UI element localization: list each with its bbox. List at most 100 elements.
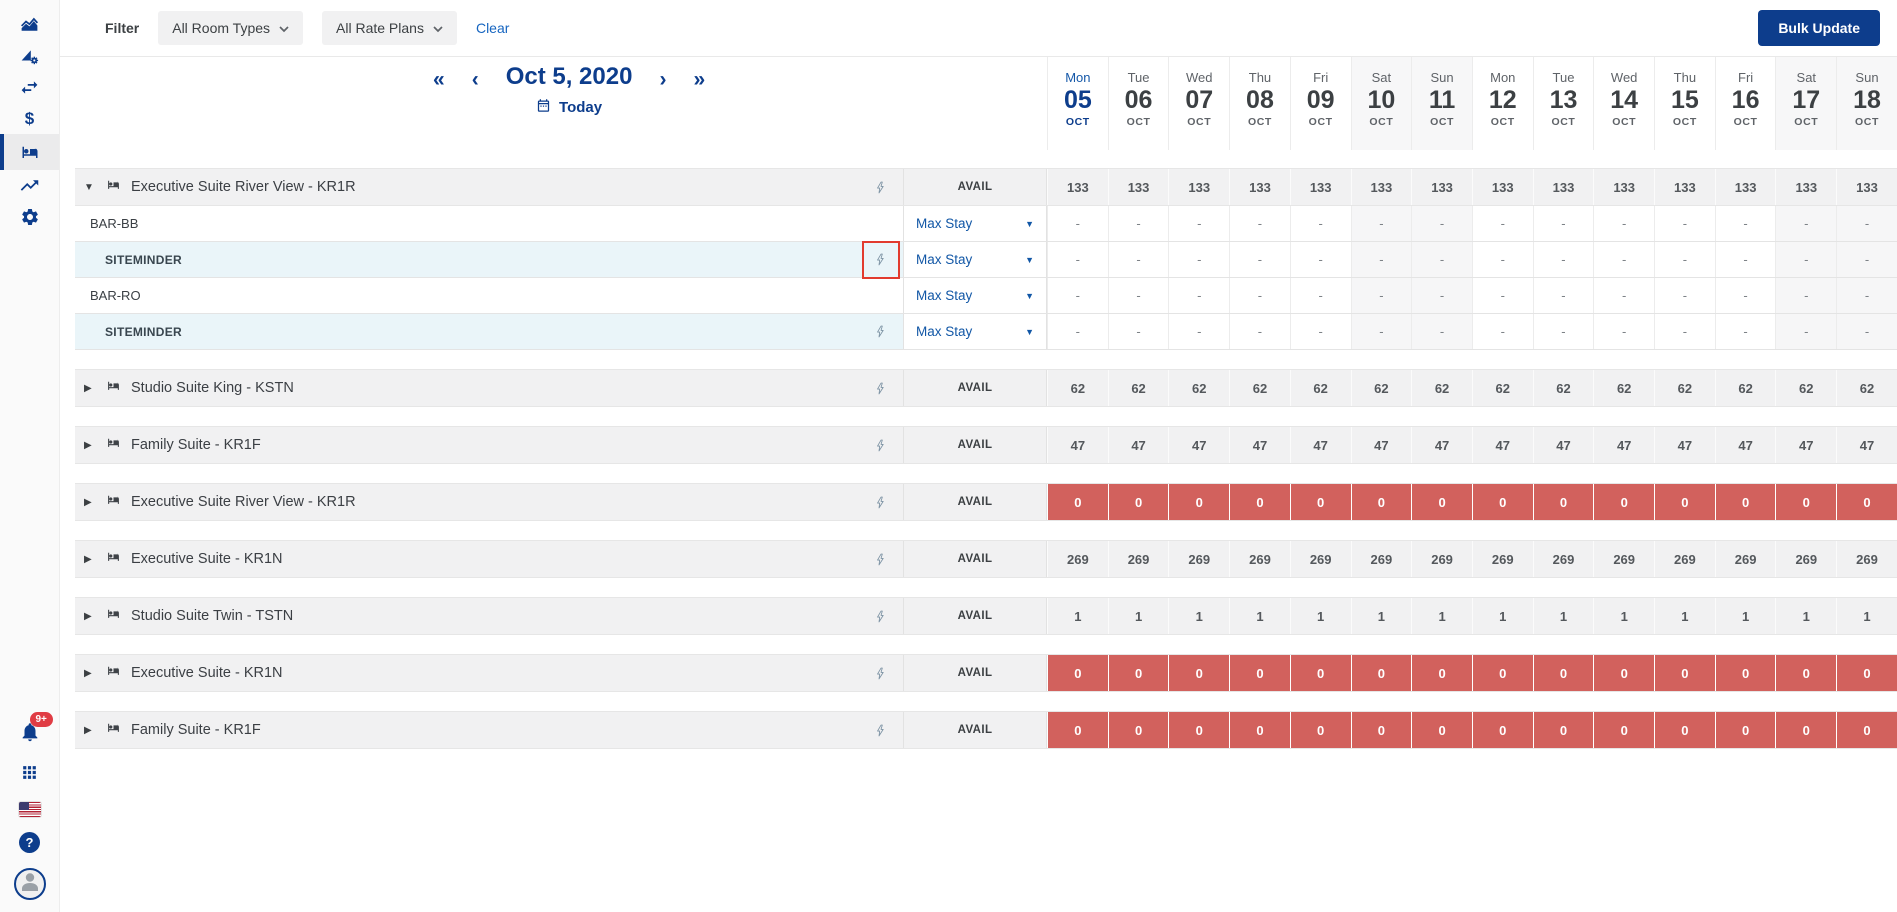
restriction-cell[interactable]: - (1654, 278, 1715, 313)
restriction-cell[interactable]: - (1168, 242, 1229, 277)
availability-cell[interactable]: 1 (1836, 598, 1897, 634)
expand-caret-icon[interactable]: ▶ (84, 439, 92, 451)
availability-cell[interactable]: 0 (1654, 712, 1715, 748)
availability-cell[interactable]: 0 (1471, 712, 1533, 748)
rate-plan-row[interactable]: BAR-RO Max Stay ▼ - - - - - - - - - - - - - - (75, 278, 1897, 314)
availability-cell[interactable]: 1 (1471, 598, 1533, 634)
availability-cell[interactable]: 62 (1593, 370, 1654, 406)
availability-cell[interactable]: 0 (1654, 655, 1715, 691)
availability-cell[interactable]: 47 (1836, 427, 1897, 463)
bulk-update-button[interactable]: Bulk Update (1758, 10, 1880, 46)
availability-cell[interactable]: 269 (1289, 541, 1351, 577)
availability-cell[interactable]: 47 (1107, 427, 1169, 463)
restriction-cell[interactable]: - (1350, 206, 1412, 241)
sidebar-item-insights[interactable] (0, 170, 59, 201)
availability-cell[interactable]: 133 (1532, 169, 1594, 205)
availability-cell[interactable]: 133 (1471, 169, 1533, 205)
availability-cell[interactable]: 0 (1532, 655, 1594, 691)
availability-cell[interactable]: 47 (1593, 427, 1654, 463)
restriction-cell[interactable]: - (1593, 278, 1654, 313)
sidebar-item-distribution[interactable] (0, 72, 59, 103)
availability-cell[interactable]: 62 (1107, 370, 1169, 406)
restriction-cell[interactable]: - (1411, 278, 1472, 313)
availability-cell[interactable]: 0 (1471, 484, 1533, 520)
restriction-cell[interactable]: - (1593, 314, 1654, 349)
sidebar-item-dashboard[interactable] (0, 10, 59, 41)
availability-cell[interactable]: 0 (1047, 484, 1108, 520)
availability-cell[interactable]: 1 (1411, 598, 1472, 634)
restriction-cell[interactable]: - (1532, 314, 1594, 349)
availability-cell[interactable]: 0 (1350, 655, 1412, 691)
lightning-icon[interactable] (874, 494, 887, 511)
collapse-caret-icon[interactable]: ▼ (84, 181, 94, 193)
availability-cell[interactable]: 47 (1168, 427, 1229, 463)
availability-cell[interactable]: 47 (1714, 427, 1776, 463)
restriction-cell[interactable]: - (1047, 314, 1108, 349)
availability-cell[interactable]: 0 (1047, 655, 1108, 691)
restriction-cell[interactable]: - (1714, 206, 1776, 241)
restriction-cell[interactable]: - (1836, 278, 1897, 313)
restriction-cell[interactable]: - (1532, 206, 1594, 241)
availability-cell[interactable]: 0 (1350, 712, 1412, 748)
availability-cell[interactable]: 269 (1775, 541, 1836, 577)
availability-cell[interactable]: 62 (1229, 370, 1290, 406)
restriction-cell[interactable]: - (1714, 278, 1776, 313)
room-type-row[interactable]: ▶ Studio Suite King - KSTN AVAIL 62 62 62 62 62… (75, 369, 1897, 407)
availability-cell[interactable]: 269 (1047, 541, 1108, 577)
availability-cell[interactable]: 47 (1654, 427, 1715, 463)
availability-cell[interactable]: 269 (1411, 541, 1472, 577)
lightning-icon[interactable] (874, 722, 887, 739)
availability-cell[interactable]: 0 (1593, 484, 1655, 520)
restriction-cell[interactable]: - (1471, 314, 1533, 349)
expand-caret-icon[interactable]: ▶ (84, 553, 92, 565)
restriction-cell[interactable]: - (1350, 278, 1412, 313)
restriction-cell[interactable]: - (1047, 206, 1108, 241)
restriction-cell[interactable]: - (1047, 242, 1108, 277)
sidebar-item-rates[interactable] (0, 41, 59, 72)
availability-cell[interactable]: 1 (1532, 598, 1594, 634)
availability-cell[interactable]: 0 (1350, 484, 1412, 520)
restriction-cell[interactable]: - (1471, 206, 1533, 241)
notifications-button[interactable]: 9+ (19, 712, 53, 748)
restriction-cell[interactable]: - (1350, 242, 1412, 277)
availability-cell[interactable]: 0 (1836, 655, 1897, 691)
availability-cell[interactable]: 133 (1775, 169, 1836, 205)
availability-cell[interactable]: 1 (1168, 598, 1229, 634)
room-types-filter-dropdown[interactable]: All Room Types (158, 11, 304, 45)
availability-cell[interactable]: 1 (1289, 598, 1351, 634)
restriction-cell[interactable]: - (1350, 314, 1412, 349)
availability-cell[interactable]: 269 (1714, 541, 1776, 577)
availability-cell[interactable]: 0 (1775, 655, 1837, 691)
max-stay-dropdown[interactable]: Max Stay ▼ (903, 278, 1047, 313)
availability-cell[interactable]: 62 (1836, 370, 1897, 406)
restriction-cell[interactable]: - (1289, 242, 1351, 277)
restriction-cell[interactable]: - (1654, 206, 1715, 241)
max-stay-dropdown[interactable]: Max Stay ▼ (903, 242, 1047, 277)
availability-cell[interactable]: 269 (1471, 541, 1533, 577)
availability-cell[interactable]: 47 (1289, 427, 1351, 463)
availability-cell[interactable]: 0 (1107, 655, 1169, 691)
availability-cell[interactable]: 0 (1229, 484, 1290, 520)
expand-caret-icon[interactable]: ▶ (84, 667, 92, 679)
availability-cell[interactable]: 1 (1714, 598, 1776, 634)
availability-cell[interactable]: 62 (1714, 370, 1776, 406)
apps-grid-button[interactable] (20, 763, 39, 787)
restriction-cell[interactable]: - (1775, 314, 1837, 349)
lightning-icon[interactable] (874, 179, 887, 196)
availability-cell[interactable]: 269 (1229, 541, 1290, 577)
availability-cell[interactable]: 0 (1229, 712, 1290, 748)
availability-cell[interactable]: 269 (1654, 541, 1715, 577)
restriction-cell[interactable]: - (1836, 314, 1897, 349)
sidebar-item-payments[interactable]: $ (0, 103, 59, 134)
availability-cell[interactable]: 0 (1168, 484, 1230, 520)
lightning-icon[interactable] (874, 380, 887, 397)
channel-row[interactable]: SITEMINDER Max Stay ▼ - - - - - - - - - - - - - - (75, 314, 1897, 350)
expand-caret-icon[interactable]: ▶ (84, 382, 92, 394)
room-type-row[interactable]: ▶ Executive Suite River View - KR1R AVAIL 0… (75, 483, 1897, 521)
sidebar-item-rooms-selected[interactable] (0, 134, 59, 170)
availability-cell[interactable]: 1 (1654, 598, 1715, 634)
availability-cell[interactable]: 0 (1532, 712, 1594, 748)
room-type-row[interactable]: ▶ Executive Suite - KR1N AVAIL 0 0 0 0 0 0 0 0 0 0 0 0… (75, 654, 1897, 692)
availability-cell[interactable]: 0 (1532, 484, 1594, 520)
availability-cell[interactable]: 133 (1714, 169, 1776, 205)
